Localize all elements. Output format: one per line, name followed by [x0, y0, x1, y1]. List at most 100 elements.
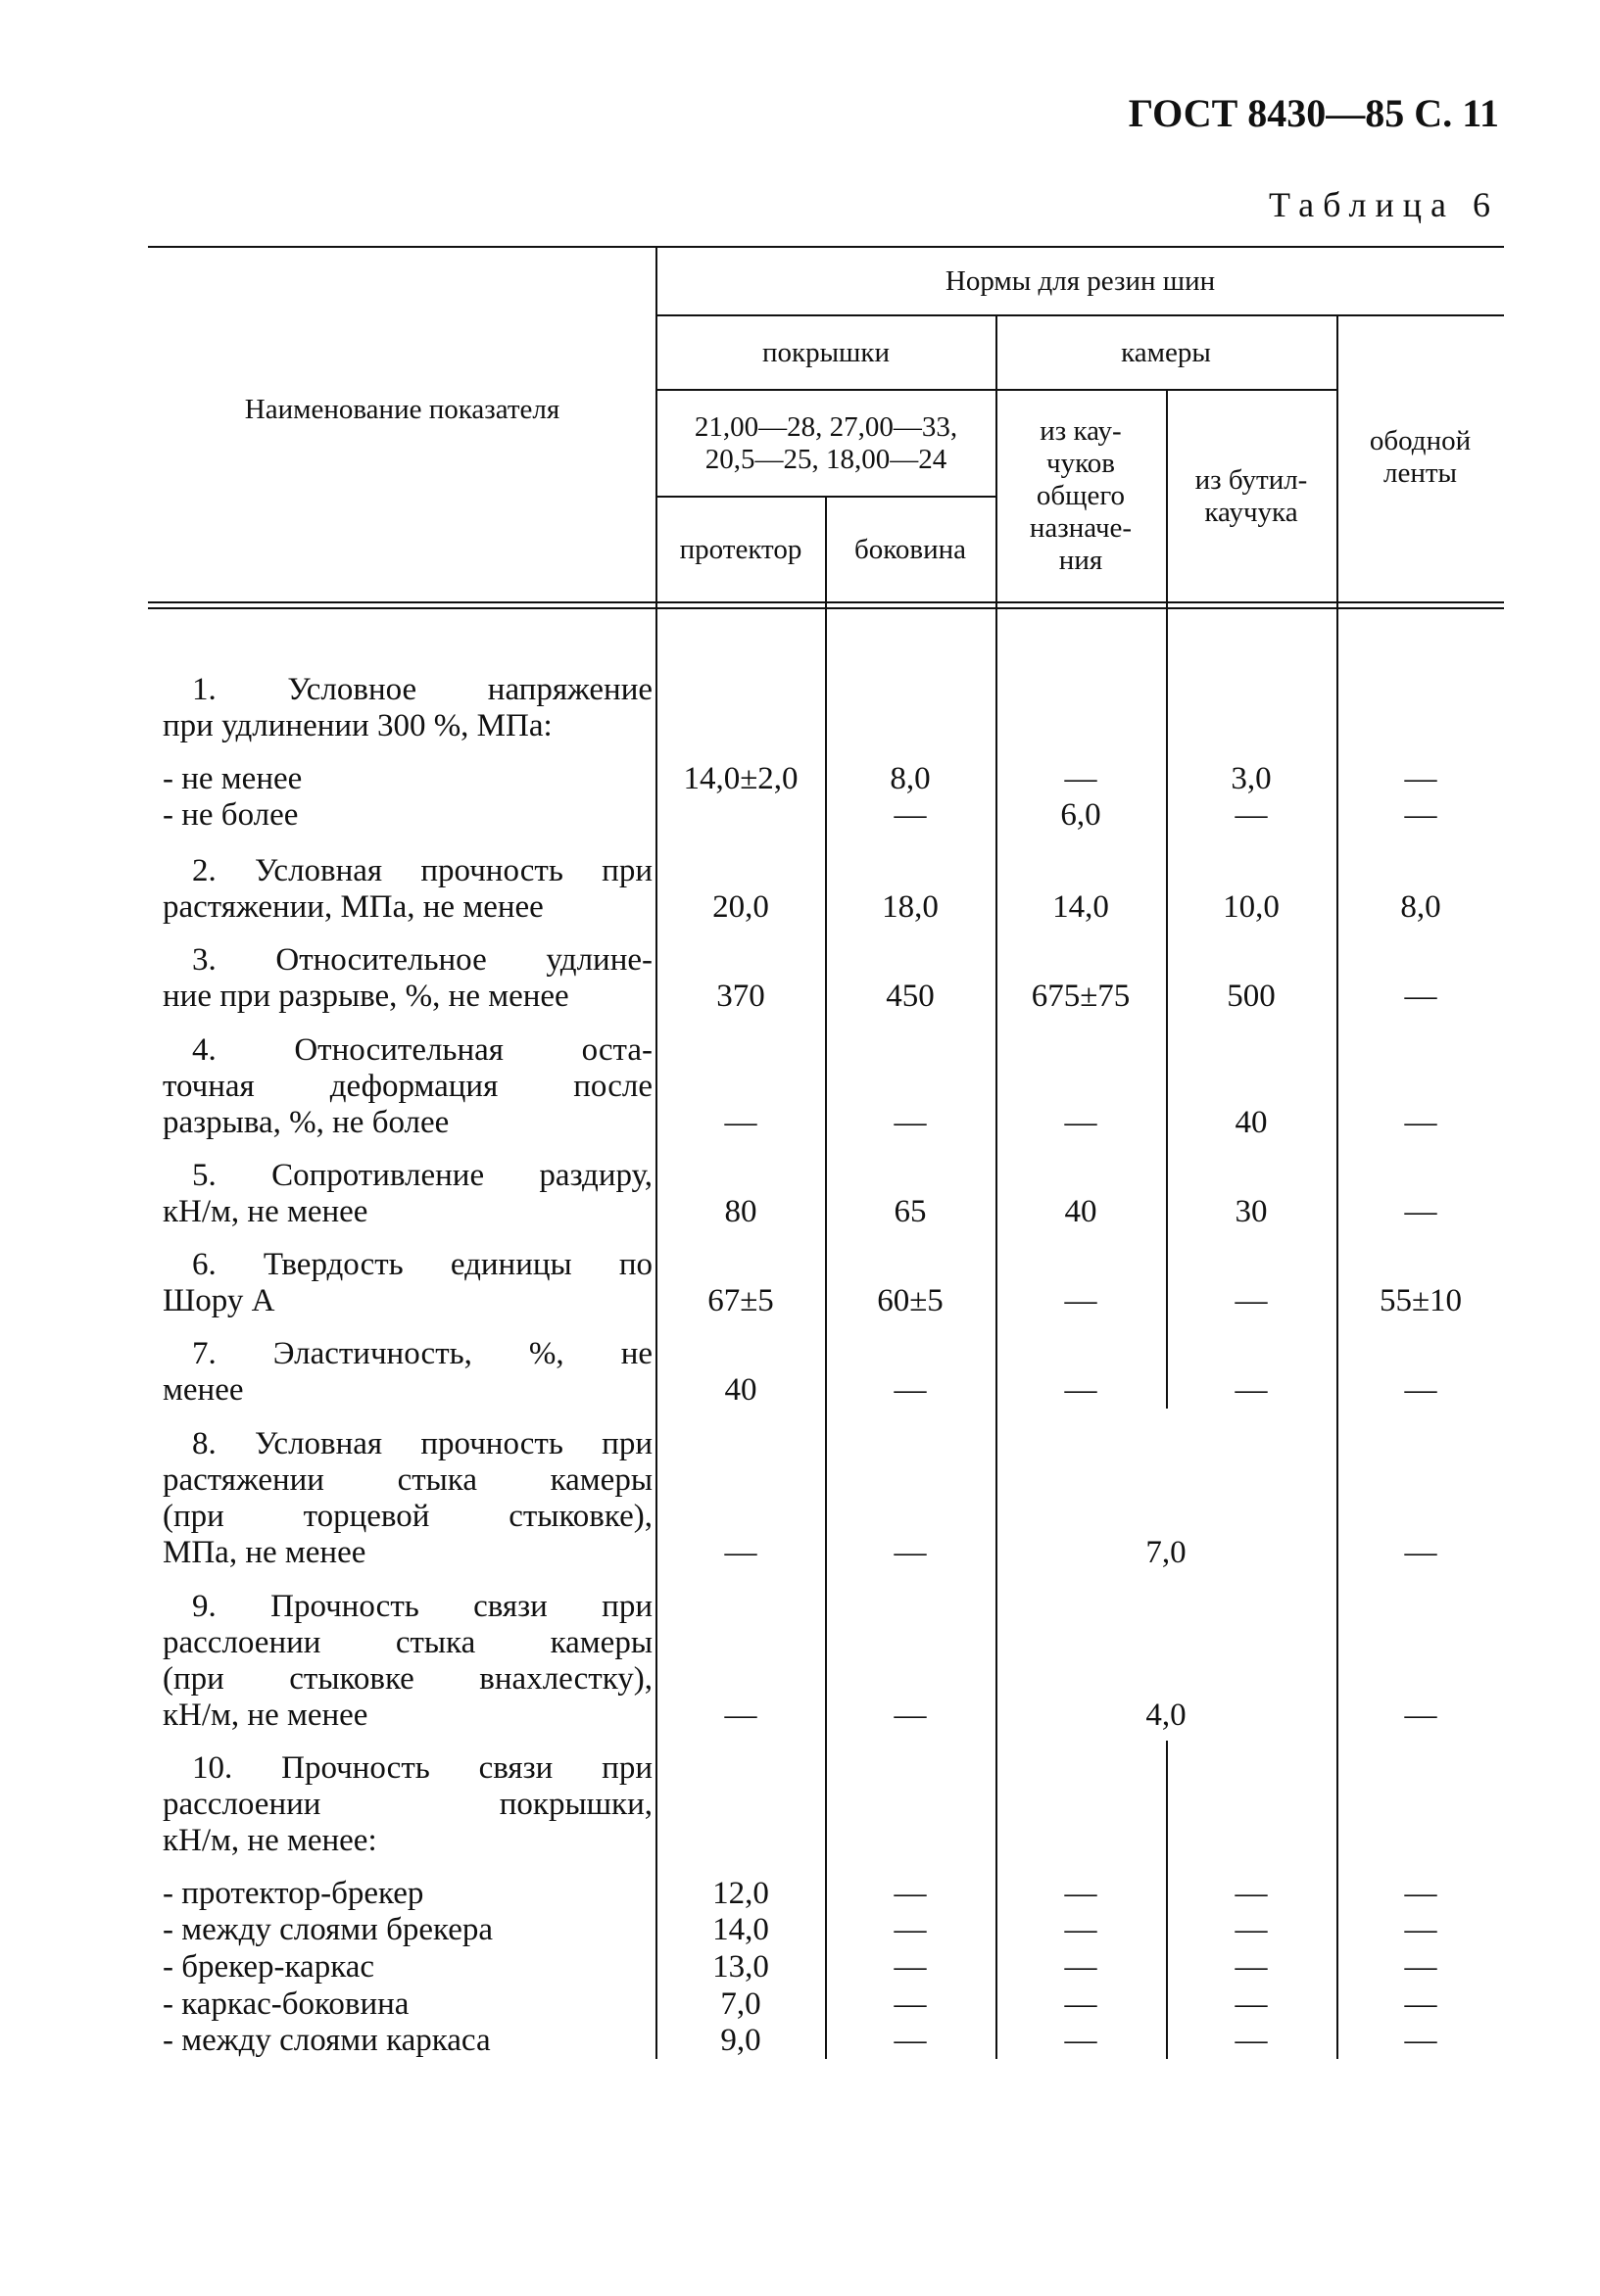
- table-cell-value: —: [1235, 1372, 1268, 1408]
- header-text: Нормы для резин шин: [945, 264, 1216, 297]
- rule: [656, 314, 1504, 316]
- indicator-name-line: - протектор-брекер: [163, 1876, 424, 1911]
- table-cell-value: 370: [716, 979, 765, 1014]
- table-cell-value: 7,0: [1145, 1535, 1187, 1570]
- table-cell-value: —: [1404, 797, 1437, 833]
- header-tubes: камеры: [995, 315, 1336, 390]
- table-cell-value: 675±75: [1031, 979, 1131, 1014]
- table-cell-value: —: [1235, 1876, 1268, 1911]
- indicator-name-line: - между слоями брекера: [163, 1912, 494, 1947]
- table-cell-value: 13,0: [712, 1949, 769, 1985]
- table-cell-value: —: [894, 797, 927, 833]
- indicator-name-line: - не более: [163, 797, 299, 833]
- table-cell-value: 14,0±2,0: [683, 761, 799, 796]
- indicator-name-line: точная деформация после: [163, 1069, 653, 1104]
- indicator-name: 7. Эластичность, %, не менее: [163, 1336, 653, 1409]
- indicator-name-line: кН/м, не менее: [163, 1698, 368, 1733]
- table-cell-value: —: [1064, 2023, 1097, 2058]
- table-cell-value: —: [1064, 1283, 1097, 1318]
- table-cell-value: —: [1404, 2023, 1437, 2058]
- indicator-name-line: МПа, не менее: [163, 1535, 366, 1570]
- header-name-column: Наименование показателя: [148, 247, 656, 580]
- table-cell-value: 4,0: [1145, 1698, 1187, 1733]
- indicator-name-line: 1. Условное напряжение: [192, 672, 653, 707]
- indicator-name-line: менее: [163, 1372, 244, 1408]
- table-cell-value: 12,0: [712, 1876, 769, 1911]
- header-text: ободной: [1369, 425, 1472, 456]
- table-cell-value: 55±10: [1379, 1283, 1463, 1318]
- table-cell-value: —: [1235, 1986, 1268, 2022]
- table-cell-value: 8,0: [890, 761, 931, 796]
- table-cell-value: 40: [724, 1372, 757, 1408]
- col-divider: [1336, 315, 1338, 2059]
- indicator-name-line: - между слоями каркаса: [163, 2023, 491, 2058]
- table-cell-value: —: [1404, 979, 1437, 1014]
- table-cell-value: —: [894, 1698, 927, 1733]
- table-cell-value: —: [1064, 1912, 1097, 1947]
- header-text: покрышки: [761, 336, 891, 368]
- indicator-name: - не менее: [163, 761, 653, 797]
- table-cell-value: 60±5: [877, 1283, 944, 1318]
- table-cell-value: 18,0: [882, 889, 939, 925]
- indicator-name: 6. Твердость единицы по Шору А: [163, 1247, 653, 1319]
- table-cell-value: 20,0: [712, 889, 769, 925]
- table-cell-value: —: [894, 2023, 927, 2058]
- indicator-name-line: - не менее: [163, 761, 303, 796]
- table-cell-value: —: [1064, 1876, 1097, 1911]
- table-cell-value: —: [724, 1535, 757, 1570]
- table-cell-value: 10,0: [1223, 889, 1280, 925]
- table-cell-value: —: [894, 1912, 927, 1947]
- table-cell-value: 30: [1235, 1194, 1268, 1229]
- table-cell-value: —: [1404, 1372, 1437, 1408]
- header-text: из бутил-: [1194, 463, 1308, 496]
- table-cell-value: 8,0: [1400, 889, 1441, 925]
- table-cell-value: —: [1064, 1949, 1097, 1985]
- table-cell-value: —: [1235, 1912, 1268, 1947]
- indicator-name-line: (при торцевой стыковке),: [163, 1499, 653, 1534]
- table-cell-value: —: [894, 1372, 927, 1408]
- header-tyre-sizes: 21,00—28, 27,00—33, 20,5—25, 18,00—24: [656, 390, 995, 497]
- indicator-name-line: при удлинении 300 %, МПа:: [163, 708, 553, 743]
- header-tube-general: из кау-чуков общего назначе-ния: [995, 390, 1166, 602]
- indicator-name-line: 10. Прочность связи при: [192, 1750, 653, 1786]
- table-cell-value: 7,0: [720, 1986, 761, 2022]
- indicator-name: 9. Прочность связи при расслоении стыка к…: [163, 1589, 653, 1734]
- indicator-name-line: расслоении покрышки,: [163, 1787, 653, 1822]
- table-cell-value: —: [1404, 1949, 1437, 1985]
- indicator-name: 1. Условное напряжение при удлинении 300 …: [163, 672, 653, 744]
- indicator-name: - не более: [163, 797, 653, 834]
- header-tube-butyl: из бутил-каучука: [1166, 390, 1336, 602]
- indicator-name-line: расслоении стыка камеры: [163, 1625, 653, 1660]
- header-text: боковина: [854, 533, 966, 565]
- table-cell-value: 67±5: [707, 1283, 774, 1318]
- table-cell-value: 14,0: [1052, 889, 1109, 925]
- header-text: ния: [1058, 545, 1103, 576]
- indicator-name: - каркас-боковина: [163, 1986, 653, 2023]
- col-divider: [995, 315, 997, 2059]
- table-cell-value: —: [1235, 2023, 1268, 2058]
- indicator-name: 10. Прочность связи при расслоении покрыш…: [163, 1750, 653, 1859]
- col-divider: [655, 247, 657, 2059]
- col-divider: [1166, 390, 1168, 1409]
- table-cell-value: 40: [1064, 1194, 1097, 1229]
- col-divider: [825, 497, 827, 2059]
- table-cell-value: —: [1235, 1283, 1268, 1318]
- indicator-name-line: 8. Условная прочность при: [192, 1426, 653, 1461]
- table-cell-value: —: [894, 1949, 927, 1985]
- indicator-name-line: 9. Прочность связи при: [192, 1589, 653, 1624]
- header-text: 21,00—28, 27,00—33,: [694, 410, 958, 443]
- table-cell-value: —: [1064, 1372, 1097, 1408]
- table-cell-value: —: [1404, 1912, 1437, 1947]
- indicator-name: - протектор-брекер: [163, 1876, 653, 1912]
- indicator-name: 4. Относительная оста-точная деформация …: [163, 1032, 653, 1141]
- table-cell-value: —: [1404, 761, 1437, 796]
- indicator-name-line: кН/м, не менее:: [163, 1823, 377, 1858]
- header-text: протектор: [679, 533, 802, 565]
- table-cell-value: —: [894, 1876, 927, 1911]
- table-cell-value: —: [1404, 1876, 1437, 1911]
- indicator-name-line: растяжении стыка камеры: [163, 1462, 653, 1498]
- indicator-name-line: - брекер-каркас: [163, 1949, 375, 1985]
- table-cell-value: —: [1064, 1986, 1097, 2022]
- header-text: каучука: [1204, 496, 1298, 528]
- indicator-name-line: - каркас-боковина: [163, 1986, 410, 2022]
